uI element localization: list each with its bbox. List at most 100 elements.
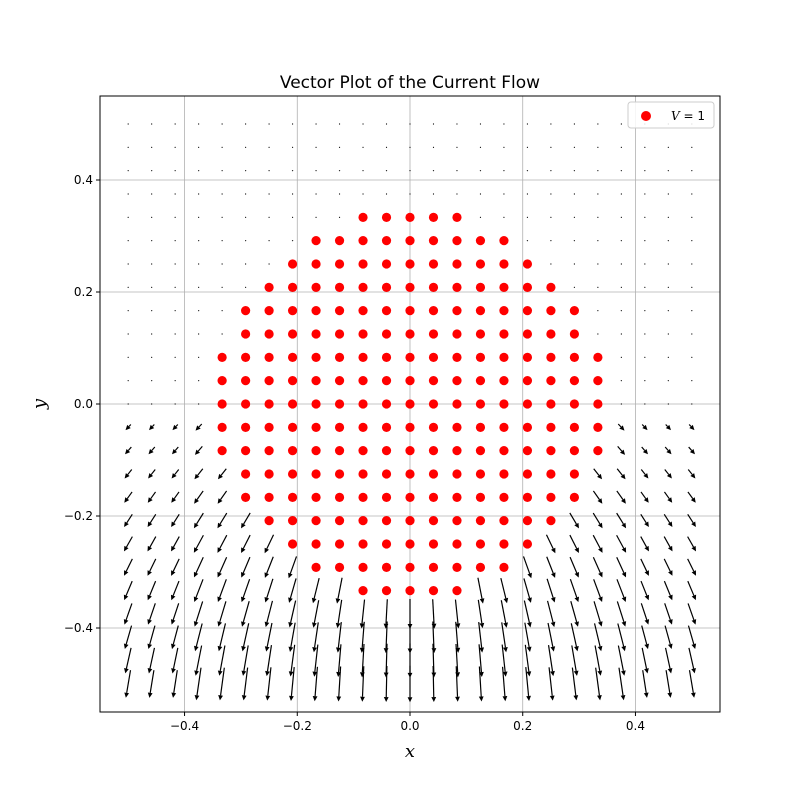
electrode-point	[522, 446, 533, 456]
electrode-point	[452, 376, 462, 386]
vector-arrow-head	[691, 521, 696, 528]
electrode-point	[546, 282, 556, 292]
electrode-point	[358, 376, 368, 386]
vector-arrow-shaft	[266, 578, 274, 598]
vector-arrow	[573, 146, 575, 148]
vector-arrow	[597, 333, 599, 335]
vector-arrow	[221, 170, 223, 172]
vector-arrow	[171, 536, 180, 552]
electrode-point	[405, 469, 415, 479]
vector-arrow-shaft	[220, 468, 227, 476]
vector-arrow-shaft	[548, 667, 553, 696]
electrode-point	[264, 399, 274, 409]
electrode-point	[428, 422, 439, 432]
electrode-point	[311, 446, 321, 456]
vector-arrow	[691, 193, 693, 195]
electrode-point	[405, 282, 415, 292]
vector-arrow	[573, 193, 575, 195]
electrode-point	[569, 306, 579, 316]
vector-arrow	[198, 356, 200, 358]
vector-arrow	[221, 286, 223, 288]
vector-arrow-head	[171, 692, 177, 698]
vector-arrow-head	[124, 473, 130, 479]
vector-arrow	[569, 556, 579, 578]
vector-arrow-head	[689, 424, 695, 431]
vector-arrow-head	[551, 547, 556, 554]
vector-arrow	[478, 622, 485, 653]
vector-arrow-head	[479, 671, 484, 678]
vector-arrow	[221, 216, 223, 218]
electrode-point	[334, 492, 345, 502]
electrode-point	[241, 376, 251, 386]
vector-arrow	[597, 146, 599, 148]
vector-arrow-shaft	[126, 670, 132, 693]
vector-arrow	[172, 446, 179, 455]
vector-arrow	[432, 193, 435, 195]
vector-arrow	[663, 491, 673, 503]
vector-arrow-shaft	[125, 603, 133, 621]
vector-arrow	[569, 534, 579, 553]
vector-arrow-shaft	[290, 666, 295, 697]
vector-arrow-shaft	[197, 468, 204, 476]
vector-arrow	[291, 146, 294, 148]
vector-arrow	[597, 240, 599, 242]
vector-arrow	[241, 534, 251, 553]
vector-arrow-head	[574, 522, 579, 529]
vector-arrow	[597, 310, 599, 312]
vector-arrow-shaft	[243, 667, 249, 696]
electrode-point	[311, 236, 321, 246]
vector-arrow-shaft	[569, 512, 577, 525]
vector-arrow-shaft	[640, 580, 648, 596]
vector-arrow	[148, 446, 156, 455]
electrode-point	[381, 259, 392, 269]
vector-arrow-shaft	[687, 603, 695, 621]
vector-arrow-head	[689, 448, 695, 455]
electrode-point	[593, 399, 603, 409]
vector-arrow-head	[598, 547, 603, 553]
vector-arrow	[171, 647, 179, 674]
vector-arrow-shaft	[149, 670, 155, 693]
vector-arrow-head	[170, 594, 176, 601]
vector-arrow	[550, 170, 552, 172]
vector-arrow-head	[597, 522, 603, 529]
vector-arrow	[593, 468, 603, 480]
vector-arrow	[620, 403, 622, 405]
vector-arrow	[217, 645, 226, 676]
vector-arrow-shaft	[664, 469, 670, 475]
vector-arrow-shaft	[242, 623, 250, 647]
vector-arrow-head	[690, 497, 696, 503]
vector-arrow-head	[527, 572, 532, 579]
vector-arrow	[667, 310, 669, 312]
vector-arrow	[455, 666, 460, 702]
vector-arrow	[221, 333, 223, 335]
vector-arrow	[617, 446, 626, 455]
vector-arrow	[198, 286, 200, 288]
vector-arrow-head	[574, 621, 579, 627]
vector-arrow	[151, 170, 153, 172]
vector-arrow	[127, 333, 129, 335]
electrode-point	[452, 516, 462, 526]
electrode-point	[358, 259, 368, 269]
vector-arrow-shaft	[290, 622, 296, 648]
electrode-point	[522, 282, 533, 292]
electrode-point	[475, 236, 486, 246]
electrode-point	[569, 399, 579, 409]
electrode-point	[358, 446, 368, 456]
vector-arrow	[664, 625, 673, 650]
vector-arrow-head	[241, 547, 246, 553]
vector-arrow-head	[667, 545, 673, 552]
vector-arrow-shaft	[149, 558, 157, 572]
vector-arrow-head	[311, 597, 317, 604]
vector-arrow	[592, 534, 603, 553]
vector-arrow	[193, 579, 204, 602]
vector-arrow-shaft	[127, 469, 133, 475]
vector-arrow-head	[359, 623, 365, 629]
vector-arrow	[667, 403, 669, 405]
electrode-point	[334, 306, 345, 316]
electrode-point	[381, 399, 392, 409]
vector-arrow-head	[644, 521, 649, 528]
vector-arrow	[147, 558, 157, 576]
vector-arrow-shaft	[688, 424, 692, 427]
vector-arrow-head	[171, 473, 177, 479]
vector-arrow	[127, 193, 129, 195]
